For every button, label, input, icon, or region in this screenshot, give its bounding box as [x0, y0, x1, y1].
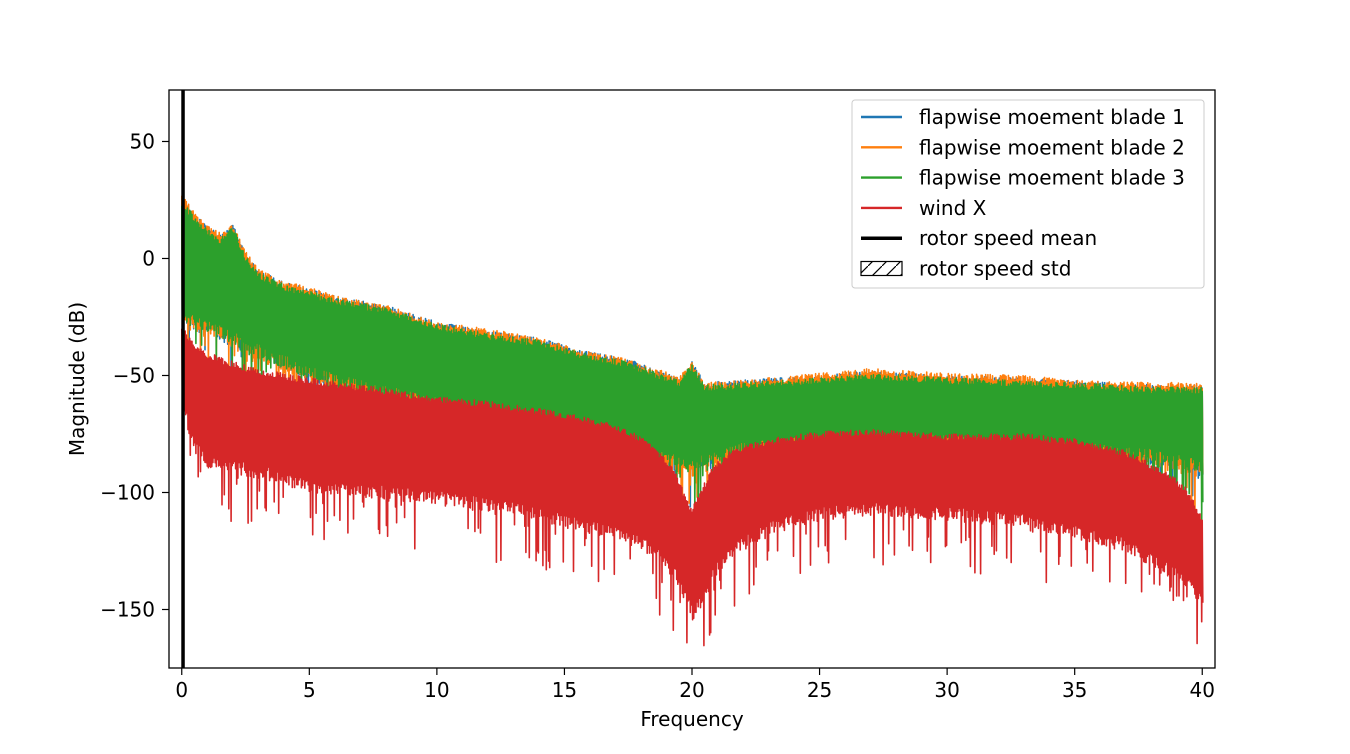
y-tick-label: 0 — [142, 246, 155, 270]
x-tick-label: 0 — [175, 678, 188, 702]
legend: flapwise moement blade 1 flapwise moement… — [851, 99, 1205, 289]
legend-label-flapwise-moement-blade-2: flapwise moement blade 2 — [919, 135, 1185, 159]
x-tick-label: 30 — [934, 678, 959, 702]
x-tick-label: 25 — [807, 678, 832, 702]
legend-swatch-rotor-speed-std — [860, 260, 903, 277]
x-tick-label: 20 — [679, 678, 704, 702]
legend-label-wind-x: wind X — [919, 196, 987, 220]
x-tick-label: 40 — [1190, 678, 1215, 702]
x-tick-label: 35 — [1062, 678, 1087, 702]
legend-label-flapwise-moement-blade-1: flapwise moement blade 1 — [919, 105, 1185, 129]
plot-area — [181, 90, 1204, 668]
y-axis-label: Magnitude (dB) — [65, 302, 89, 456]
legend-label-rotor-speed-mean: rotor speed mean — [919, 226, 1097, 250]
x-axis-label: Frequency — [640, 707, 743, 731]
y-tick-label: −150 — [100, 597, 155, 621]
y-tick-label: 50 — [130, 129, 155, 153]
series-line-flapwise-moement-blade-3 — [181, 205, 1204, 523]
series-line-wind-x — [181, 327, 1204, 647]
legend-label-rotor-speed-std: rotor speed std — [919, 257, 1071, 281]
legend-box — [851, 99, 1205, 289]
axes: 0 5 10 15 20 25 30 35 40 50 0 −50 −100 −150 — [100, 129, 1215, 702]
x-tick-label: 10 — [424, 678, 449, 702]
y-tick-label: −100 — [100, 480, 155, 504]
x-tick-label: 5 — [303, 678, 316, 702]
x-tick-label: 15 — [552, 678, 577, 702]
y-tick-label: −50 — [113, 363, 155, 387]
legend-label-flapwise-moement-blade-3: flapwise moement blade 3 — [919, 166, 1185, 190]
